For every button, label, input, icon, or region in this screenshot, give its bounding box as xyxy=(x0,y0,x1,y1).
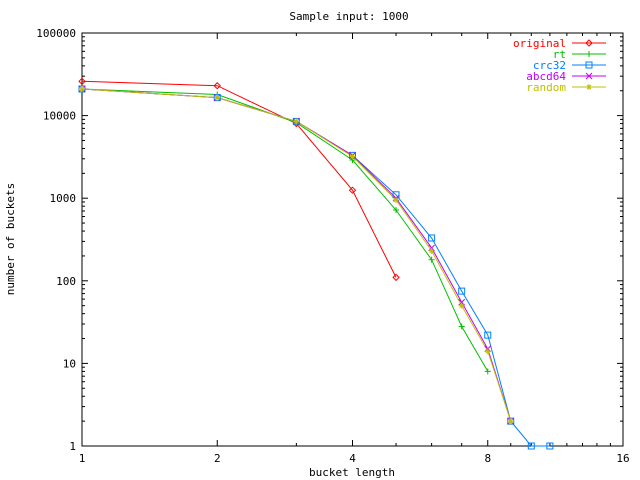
legend-marker-abcd64 xyxy=(585,72,593,80)
data-point-random xyxy=(484,348,491,355)
x-tick-label: 2 xyxy=(214,452,221,465)
x-tick-label: 4 xyxy=(349,452,356,465)
legend-marker-random xyxy=(586,84,592,90)
series-markers xyxy=(78,77,554,450)
y-tick-label: 10000 xyxy=(43,110,76,123)
y-tick-label: 1000 xyxy=(50,192,77,205)
data-point-original xyxy=(348,186,357,194)
legend-label-original: original xyxy=(513,37,566,50)
data-point-rt xyxy=(484,368,491,375)
data-point-crc32 xyxy=(428,234,436,242)
data-point-random xyxy=(214,94,221,101)
x-tick-label: 8 xyxy=(484,452,491,465)
x-tick-label: 16 xyxy=(616,452,629,465)
y-tick-label: 100 xyxy=(56,275,76,288)
data-point-rt xyxy=(428,256,435,263)
data-point-original xyxy=(78,77,86,86)
axes: 1 2 4 8 16 1 10 100 1000 10000 100000 xyxy=(36,27,629,465)
x-axis-label: bucket length xyxy=(309,466,395,479)
data-point-random xyxy=(458,302,465,309)
series-line-random xyxy=(81,88,512,422)
data-point-crc32 xyxy=(458,287,466,295)
data-point-crc32 xyxy=(527,442,535,450)
data-point-crc32 xyxy=(546,442,554,450)
data-point-rt xyxy=(458,323,465,330)
series-lines xyxy=(81,80,550,447)
data-point-random xyxy=(79,85,85,92)
series-line-rt xyxy=(81,88,489,372)
legend-marker-crc32 xyxy=(585,61,593,69)
legend-marker-rt xyxy=(586,51,592,57)
data-point-original xyxy=(392,273,400,282)
data-point-random xyxy=(428,247,435,254)
x-tick-label: 1 xyxy=(79,452,86,465)
legend-label-crc32: crc32 xyxy=(533,59,566,72)
data-point-crc32 xyxy=(484,331,492,339)
data-point-random xyxy=(507,418,514,425)
data-point-random xyxy=(293,118,300,125)
y-axis-label: number of buckets xyxy=(4,183,17,296)
series-line-original xyxy=(81,80,397,278)
legend-marker-original xyxy=(585,39,593,47)
chart-title: Sample input: 1000 xyxy=(289,10,408,23)
y-tick-label: 1 xyxy=(69,440,76,453)
legend-label-random: random xyxy=(526,81,566,94)
legend-label-rt: rt xyxy=(553,48,566,61)
data-point-original xyxy=(213,82,221,90)
data-point-random xyxy=(349,153,356,160)
plot-frame xyxy=(81,32,624,447)
legend-label-abcd64: abcd64 xyxy=(526,70,566,83)
series-line-crc32 xyxy=(81,88,550,447)
y-tick-label: 100000 xyxy=(36,27,76,40)
series-line-abcd64 xyxy=(81,88,512,422)
y-tick-label: 10 xyxy=(63,357,76,370)
data-point-rt xyxy=(393,206,400,213)
data-point-random xyxy=(393,197,400,204)
